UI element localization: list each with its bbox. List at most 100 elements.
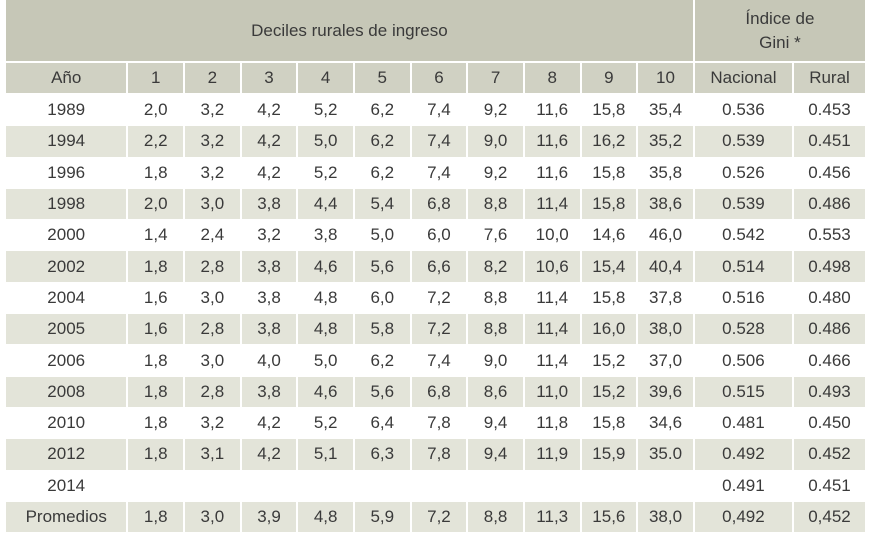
decile-3-cell: 4,2 [239, 407, 299, 440]
gini-nacional-cell: 0.514 [692, 250, 795, 283]
decile-6-cell: 6,8 [409, 376, 469, 408]
decile-2-cell: 2,4 [183, 219, 242, 252]
gini-nacional-cell: 0.526 [692, 157, 795, 189]
decile-8-cell: 11,8 [522, 407, 582, 440]
decile-10-cell: 35,8 [636, 157, 695, 189]
decile-4-cell: 4,6 [296, 376, 355, 408]
deciles-group-header: Deciles rurales de ingreso [4, 0, 695, 63]
row-label-cell: 1989 [3, 94, 129, 127]
decile-3-cell: 3,2 [239, 219, 299, 252]
decile-8-cell: 11,4 [522, 313, 582, 346]
decile-9-cell: 15,9 [579, 438, 639, 471]
decile-8-cell: 10,6 [522, 250, 582, 283]
decile-4-cell [296, 470, 355, 502]
decile-10-cell: 34,6 [636, 407, 695, 440]
table-row: 2014 0.491 0.451 [3, 470, 867, 502]
decile-9-cell: 16,0 [579, 313, 639, 346]
decile-9-cell: 15,8 [579, 94, 639, 127]
decile-8-cell: 11,9 [522, 438, 582, 471]
decile-4-cell: 5,2 [296, 157, 355, 189]
table-row: 1998 2,0 3,0 3,8 4,4 5,4 6,8 8,8 11,4 15,8 38,6 0.5… [3, 188, 867, 221]
row-label-cell: 2002 [3, 250, 129, 283]
column-header-decile-8: 8 [522, 62, 582, 95]
decile-10-cell: 38,0 [636, 313, 695, 346]
header-row-groups: Deciles rurales de ingreso Índice de Gin… [4, 0, 868, 63]
decile-4-cell: 5,1 [296, 438, 355, 471]
decile-2-cell: 3,0 [183, 282, 242, 315]
column-header-decile-6: 6 [409, 62, 469, 95]
decile-3-cell: 4,2 [239, 125, 299, 158]
decile-5-cell: 5,0 [352, 219, 412, 252]
decile-10-cell: 38,0 [636, 501, 695, 533]
decile-4-cell: 4,8 [296, 313, 355, 346]
decile-3-cell: 3,8 [239, 188, 299, 221]
decile-10-cell: 38,6 [636, 188, 695, 221]
decile-6-cell: 6,8 [409, 188, 469, 221]
gini-nacional-cell: 0,492 [692, 501, 795, 533]
decile-7-cell: 9,4 [466, 407, 525, 440]
decile-6-cell: 7,4 [409, 157, 469, 189]
gini-rural-cell: 0.456 [792, 157, 867, 189]
decile-8-cell: 11,6 [522, 94, 582, 127]
decile-4-cell: 5,0 [296, 344, 355, 377]
decile-1-cell: 1,8 [126, 438, 186, 471]
decile-6-cell: 7,8 [409, 407, 469, 440]
decile-1-cell: 1,8 [126, 376, 186, 408]
decile-8-cell: 11,6 [522, 157, 582, 189]
gini-nacional-cell: 0.539 [692, 125, 795, 158]
decile-8-cell: 11,4 [522, 282, 582, 315]
decile-1-cell: 1,6 [126, 282, 186, 315]
decile-7-cell: 9,2 [466, 94, 525, 127]
column-header-year: Año [3, 62, 129, 95]
decile-2-cell: 2,8 [183, 313, 242, 346]
table-row: 1996 1,8 3,2 4,2 5,2 6,2 7,4 9,2 11,6 15,8 35,8 0.5… [3, 157, 867, 189]
decile-9-cell: 15,4 [579, 250, 639, 283]
gini-nacional-cell: 0.515 [692, 376, 795, 408]
gini-rural-cell: 0.553 [792, 219, 867, 252]
decile-5-cell: 6,2 [352, 344, 412, 377]
table-row: 1989 2,0 3,2 4,2 5,2 6,2 7,4 9,2 11,6 15,8 35,4 0.5… [3, 94, 867, 127]
decile-1-cell: 1,8 [126, 344, 186, 377]
decile-2-cell: 3,2 [183, 94, 242, 127]
decile-10-cell: 35,4 [636, 94, 695, 127]
column-header-decile-5: 5 [352, 62, 412, 95]
decile-6-cell [409, 470, 469, 502]
gini-nacional-cell: 0.506 [692, 344, 795, 377]
column-header-rural: Rural [792, 62, 867, 95]
table-row: 1994 2,2 3,2 4,2 5,0 6,2 7,4 9,0 11,6 16,2 35,2 0.5… [3, 125, 867, 158]
decile-5-cell: 6,3 [352, 438, 412, 471]
decile-6-cell: 7,4 [409, 344, 469, 377]
gini-rural-cell: 0,452 [792, 501, 867, 533]
gini-nacional-cell: 0.481 [692, 407, 795, 440]
decile-7-cell: 8,8 [466, 501, 525, 533]
decile-6-cell: 6,6 [409, 250, 469, 283]
decile-8-cell: 10,0 [522, 219, 582, 252]
decile-6-cell: 6,0 [409, 219, 469, 252]
decile-6-cell: 7,4 [409, 125, 469, 158]
decile-5-cell: 6,2 [352, 94, 412, 127]
table-row: 2005 1,6 2,8 3,8 4,8 5,8 7,2 8,8 11,4 16,0 38,0 0.5… [3, 313, 867, 346]
decile-3-cell: 3,8 [239, 250, 299, 283]
table-row: 2010 1,8 3,2 4,2 5,2 6,4 7,8 9,4 11,8 15,8 34,6 0.4… [3, 407, 867, 440]
row-label-cell: 2014 [3, 470, 129, 502]
gini-rural-cell: 0.466 [792, 344, 867, 377]
decile-7-cell: 9,2 [466, 157, 525, 189]
decile-4-cell: 4,8 [296, 501, 355, 533]
row-label-cell: 2006 [3, 344, 129, 377]
decile-7-cell [466, 470, 525, 502]
column-header-decile-3: 3 [239, 62, 299, 95]
row-label-cell: 2012 [3, 438, 129, 471]
decile-4-cell: 3,8 [296, 219, 355, 252]
decile-6-cell: 7,4 [409, 94, 469, 127]
decile-1-cell: 1,8 [126, 157, 186, 189]
decile-9-cell: 15,8 [579, 407, 639, 440]
decile-4-cell: 4,6 [296, 250, 355, 283]
decile-1-cell: 1,4 [126, 219, 186, 252]
decile-9-cell: 15,6 [579, 501, 639, 533]
gini-rural-cell: 0.452 [792, 438, 867, 471]
decile-1-cell: 1,8 [126, 501, 186, 533]
row-label-cell: 2005 [3, 313, 129, 346]
gini-rural-cell: 0.451 [792, 470, 867, 502]
gini-title-line1: Índice de [745, 8, 815, 28]
decile-3-cell: 3,8 [239, 313, 299, 346]
